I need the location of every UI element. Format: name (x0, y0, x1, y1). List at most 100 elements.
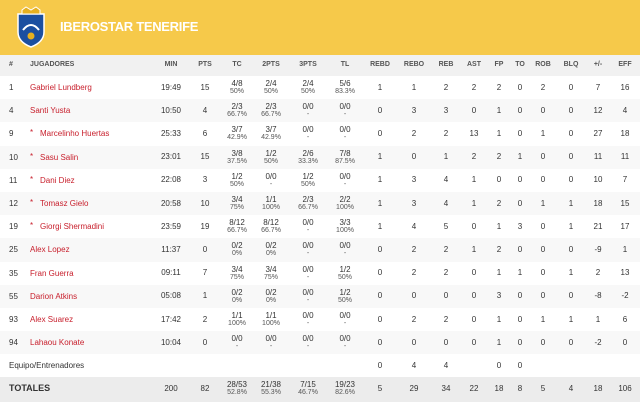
stat-cell: 0 (517, 175, 523, 185)
starter-mark: * (30, 128, 34, 138)
stat-cell: 0 (411, 337, 417, 347)
shot-made: 19/23 (334, 380, 356, 390)
stat-cell: 0 (540, 337, 546, 347)
player-number: 35 (9, 268, 18, 278)
column-header: BLQ (563, 61, 579, 68)
player-name[interactable]: Alex Lopez (30, 245, 70, 255)
stat-cell: 19:49 (160, 82, 182, 92)
player-number: 11 (9, 175, 18, 185)
stat-cell: 1 (517, 268, 523, 278)
player-number: 93 (9, 315, 18, 324)
player-number: 55 (9, 291, 18, 301)
stat-cell: 1 (568, 314, 574, 324)
stat-cell: 2 (411, 268, 417, 278)
shot-made: 1/2 (302, 171, 314, 181)
player-name[interactable]: Sasu Salin (40, 152, 79, 162)
shot-pct: - (343, 343, 347, 351)
stat-cell: 1 (568, 268, 574, 278)
shot-pct: 100% (336, 204, 354, 211)
shot-pct: - (343, 111, 347, 119)
team-name: IBEROSTAR TENERIFE (60, 19, 199, 34)
stat-cell: 1 (496, 105, 502, 115)
player-name[interactable]: Alex Suarez (30, 315, 74, 324)
shot-pct: 66.7% (261, 227, 281, 235)
stat-cell: 0 (471, 105, 477, 115)
stat-cell: 1 (540, 314, 546, 324)
stat-cell: 0 (517, 198, 523, 208)
shot-pct: 100% (336, 227, 354, 235)
player-name[interactable]: Marcelinho Huertas (40, 129, 110, 139)
shot-pct: - (306, 111, 310, 119)
column-header: REB (438, 61, 454, 68)
stat-cell: 0 (411, 291, 417, 301)
stat-cell: 11 (620, 152, 630, 162)
stat-cell: 0 (540, 245, 546, 254)
stat-cell: 0 (568, 152, 574, 162)
shot-pct: 66.7% (298, 204, 318, 211)
stat-cell: 0 (568, 105, 574, 115)
player-name[interactable]: Lahaou Konate (30, 338, 85, 348)
shot-made: 3/8 (231, 148, 243, 158)
stat-cell: 0 (411, 152, 417, 162)
shot-pct: - (306, 296, 310, 304)
player-name[interactable]: Darion Atkins (30, 291, 78, 301)
shot-made: 0/2 (265, 287, 277, 297)
stat-cell: 2 (411, 245, 417, 254)
column-header: AST (467, 61, 481, 68)
shot-made: 1/1 (265, 195, 277, 204)
shot-made: 2/2 (339, 195, 351, 204)
shot-made: 3/7 (265, 125, 277, 135)
player-name[interactable]: Tomasz Gielo (40, 199, 89, 208)
shot-pct: - (306, 320, 310, 327)
shot-made: 7/15 (300, 380, 316, 390)
column-header: EFF (618, 61, 632, 68)
stat-cell: 34 (441, 384, 451, 394)
stat-cell: 0 (540, 105, 546, 115)
stat-cell: 82 (200, 384, 210, 394)
shot-pct: 50% (300, 88, 316, 95)
shot-made: 0/0 (265, 171, 277, 181)
player-name[interactable]: Fran Guerra (30, 268, 74, 278)
starter-mark: * (30, 151, 34, 161)
stat-cell: 0 (540, 268, 546, 278)
shot-pct: - (343, 134, 347, 142)
stat-cell: 0 (568, 175, 574, 185)
stat-cell: 6 (622, 314, 628, 324)
shot-made: 0/0 (302, 218, 314, 228)
player-row (0, 261, 640, 286)
shot-made: 3/7 (231, 125, 243, 135)
player-number: 25 (9, 245, 18, 255)
stat-cell: 05:08 (160, 291, 182, 301)
shot-pct: 37.5% (227, 157, 247, 165)
stat-cell: 10:04 (160, 337, 182, 347)
stat-cell: 1 (377, 198, 383, 208)
player-row (0, 284, 640, 309)
stat-cell: 19 (200, 221, 210, 231)
shot-pct: - (343, 320, 347, 327)
stat-cell: 7 (202, 268, 208, 278)
shot-pct: - (269, 343, 273, 351)
column-header: +/- (593, 61, 603, 68)
player-name[interactable]: Giorgi Shermadini (40, 222, 105, 232)
stat-cell: 11 (593, 152, 603, 162)
stat-cell: 0 (471, 268, 477, 278)
shot-made: 1/2 (265, 148, 277, 158)
shot-made: 2/3 (302, 195, 314, 204)
player-name[interactable]: Gabriel Lundberg (30, 83, 92, 92)
player-name[interactable]: Dani Diez (40, 175, 75, 185)
shot-pct: 50% (263, 157, 279, 165)
shot-made: 0/0 (265, 334, 277, 344)
stat-cell: 4 (568, 384, 574, 394)
player-row (0, 308, 640, 333)
stat-cell: 18 (620, 129, 630, 138)
player-name[interactable]: Santi Yusta (30, 106, 71, 116)
shot-made: 21/38 (260, 380, 282, 390)
shot-pct: 52.8% (227, 389, 247, 397)
stat-cell: 10 (200, 198, 210, 208)
shot-made: 0/0 (302, 241, 314, 251)
stat-cell: 1 (496, 129, 502, 138)
stat-cell: 10:50 (160, 105, 182, 115)
stat-cell: 23:01 (160, 152, 182, 162)
shot-pct: 50% (229, 88, 245, 95)
stat-cell: 0 (517, 361, 523, 371)
